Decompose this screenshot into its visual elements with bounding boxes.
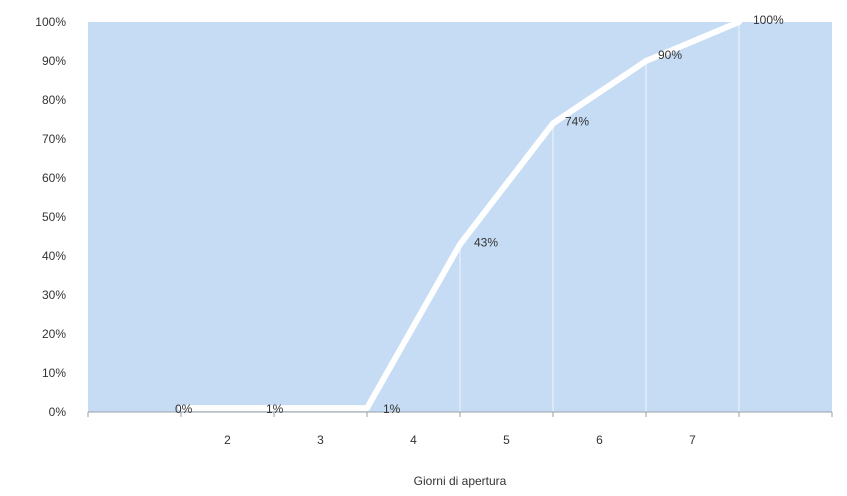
x-tick-label: 5 — [503, 433, 510, 447]
data-label: 43% — [474, 235, 498, 249]
y-tick-label: 70% — [42, 132, 66, 146]
y-tick-label: 60% — [42, 171, 66, 185]
x-tick-label: 4 — [410, 433, 417, 447]
y-tick-label: 100% — [35, 15, 66, 29]
y-tick-label: 50% — [42, 210, 66, 224]
data-label: 100% — [753, 13, 784, 27]
x-tick-label: 2 — [224, 433, 231, 447]
data-label: 1% — [266, 402, 284, 416]
y-tick-label: 30% — [42, 288, 66, 302]
y-tick-label: 80% — [42, 93, 66, 107]
x-tick-label: 6 — [596, 433, 603, 447]
series-line — [178, 19, 742, 412]
data-label: 90% — [658, 48, 682, 62]
x-tick-label: 3 — [317, 433, 324, 447]
y-tick-label: 20% — [42, 327, 66, 341]
y-tick-label: 40% — [42, 249, 66, 263]
data-label: 0% — [175, 402, 193, 416]
y-tick-label: 0% — [49, 405, 67, 419]
data-label: 74% — [565, 114, 589, 128]
y-tick-label: 10% — [42, 366, 66, 380]
x-tick-label: 7 — [689, 433, 696, 447]
x-axis-title: Giorni di apertura — [414, 474, 507, 488]
y-tick-label: 90% — [42, 54, 66, 68]
data-label: 1% — [383, 402, 401, 416]
